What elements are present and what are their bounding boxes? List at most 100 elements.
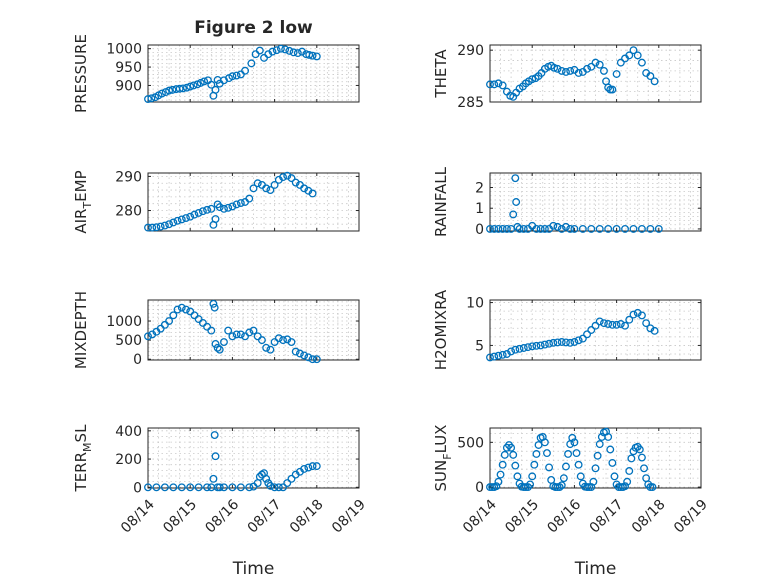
chart-1-point [281,45,290,54]
chart-8-point [637,453,646,462]
chart-8-point [557,481,566,490]
chart-1-point [285,46,294,55]
chart-3-point [291,178,300,187]
chart-6-point [595,317,604,326]
chart-2-point [633,51,642,60]
chart-1-point [157,89,166,98]
chart-1-axes [147,44,360,103]
chart-7-xtick-label: 08/18 [287,497,327,537]
chart-3-point [165,220,174,229]
chart-3-point [177,215,186,224]
chart-3-point [156,222,165,231]
chart-2-ytick-label: 290 [457,43,484,59]
chart-7-point [304,463,313,472]
chart-4-point [486,224,494,233]
chart-7-point [274,483,283,492]
chart-8-xtick-label: 08/18 [629,497,669,537]
chart-3-point [190,210,199,219]
chart-1-point [312,52,321,61]
chart-2-point [528,75,537,84]
chart-8-xtick-label: 08/15 [502,497,542,537]
chart-4-point [646,224,655,233]
chart-1-point [289,48,298,57]
chart-7-point [169,483,178,492]
chart-4-point [562,222,570,231]
chart-3-point [144,223,152,232]
chart-8-point [610,472,619,481]
chart-6-ytick-label: 10 [466,296,484,312]
chart-8-point [534,441,543,449]
chart-6-point [515,344,524,353]
chart-3-point [211,215,220,224]
chart-4-point [587,224,596,233]
chart-4-point [621,224,629,233]
chart-8-point [530,460,539,469]
chart-5-ylabel: MIXDEPTH [72,291,90,369]
chart-4-plot-area [490,173,701,231]
chart-8-xtick-label: 08/17 [587,497,627,537]
chart-7-point [262,474,271,483]
chart-6-point [587,326,596,334]
chart-1-point [228,72,237,81]
chart-5-ytick-label: 500 [115,333,142,349]
chart-6-ytick-label: 5 [475,338,484,354]
chart-3-point [245,194,254,203]
chart-4-point [578,224,587,233]
chart-5-point [228,332,237,341]
chart-3-point [215,203,224,212]
chart-8-point [507,443,516,452]
chart-1-point [189,81,198,90]
chart-8-xtick-label: 08/19 [671,497,711,537]
chart-6-point [545,339,554,348]
chart-8-point [589,477,598,486]
chart-7-xtick-label: 08/14 [118,497,158,537]
chart-7-point [177,483,186,492]
chart-8-ytick-label: 500 [457,435,484,451]
chart-8-point [528,472,537,481]
chart-7-point [270,483,279,492]
chart-1-ytick-label: 950 [115,60,142,76]
chart-6-ylabel: H2OMIXRA [432,289,450,370]
chart-3-point [169,218,178,227]
chart-2-point [583,64,592,73]
chart-6-point [578,334,587,343]
chart-1-point [186,82,195,91]
chart-6-point [490,352,499,361]
chart-6-point [524,343,532,352]
chart-1-point [268,47,277,56]
chart-3-point [236,199,245,207]
chart-5-point [266,345,275,354]
chart-2-point [612,70,621,78]
chart-2-point [486,80,494,89]
chart-6-point [599,319,608,328]
chart-5-axes [147,299,360,361]
chart-1-point [182,83,191,92]
chart-5-point [211,339,220,348]
chart-2-point [637,58,646,67]
chart-6-point [612,320,621,329]
chart-6-point [629,310,638,319]
chart-6-point [650,326,659,335]
chart-4-point [566,224,575,233]
chart-4-point [570,224,579,233]
chart-8-point [509,450,518,459]
chart-2-ytick-label: 285 [457,95,484,111]
chart-6-point [591,321,600,330]
chart-1-point [241,66,250,75]
chart-3-ytick-label: 290 [115,169,142,185]
chart-7-point [266,481,275,490]
chart-3-point [194,208,203,217]
chart-6-point [549,338,558,347]
chart-7-point [209,474,218,483]
chart-3-point [266,186,275,195]
chart-3-point [262,184,271,193]
chart-2-point [557,66,566,75]
chart-8-point [555,483,564,492]
chart-5-point [209,299,218,308]
chart-1-ytick-label: 900 [115,78,142,94]
chart-3-point [249,184,258,193]
chart-3-point [182,214,190,222]
chart-6-point [604,320,613,328]
chart-6-point [540,340,549,349]
